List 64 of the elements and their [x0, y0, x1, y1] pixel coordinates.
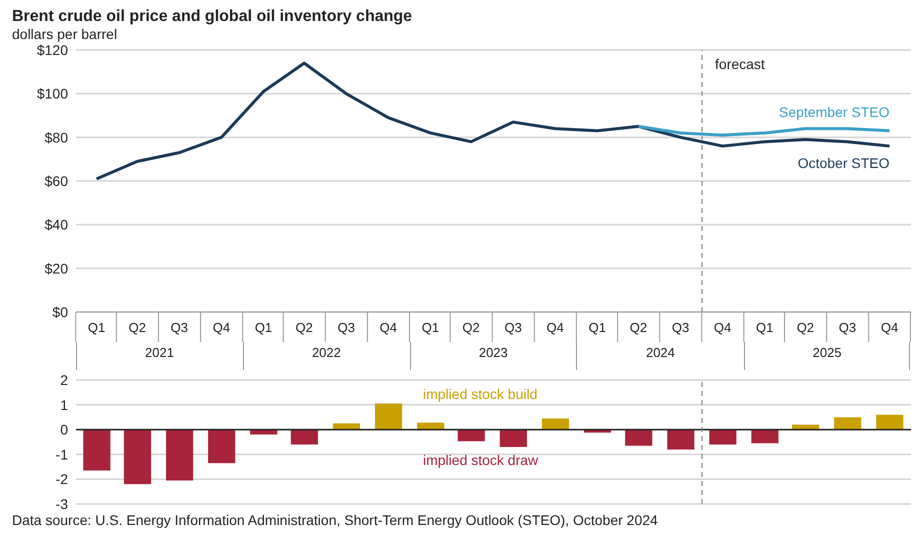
- x-tick-label: Q4: [714, 320, 732, 335]
- x-tick-label: Q2: [128, 320, 146, 335]
- bar: [709, 430, 736, 444]
- bar: [208, 430, 236, 464]
- x-tick-label: Q1: [254, 320, 272, 335]
- text: 2022: [242, 342, 410, 370]
- x-tick-label: Q2: [796, 320, 814, 335]
- y-tick-label: $80: [44, 129, 68, 146]
- x-tick-label: Q3: [672, 320, 690, 335]
- x-tick-label: Q4: [212, 320, 230, 335]
- x-tick-label: Q2: [296, 320, 313, 335]
- x-tick-label: Q4: [380, 320, 397, 335]
- y-tick-label: -2: [56, 471, 68, 488]
- text: 2021: [76, 342, 242, 370]
- text: 2024: [576, 342, 744, 370]
- bar: [667, 430, 694, 450]
- bar: [417, 422, 444, 430]
- bar: [792, 424, 820, 430]
- y-tick-label: -1: [56, 446, 68, 462]
- bar: [625, 430, 652, 446]
- bar: [290, 430, 318, 444]
- x-tick-label: Q3: [838, 320, 856, 335]
- annotation: implied stock draw: [423, 452, 538, 468]
- series-label: October STEO: [798, 155, 890, 172]
- y-axis-title: dollars per barrel: [12, 26, 118, 42]
- text: 2025: [744, 342, 910, 370]
- y-tick-label: $20: [44, 260, 68, 276]
- annotation: implied stock build: [423, 386, 538, 402]
- text: 2023: [410, 342, 576, 370]
- chart-title: Brent crude oil price and global oil inventory change: [12, 8, 414, 26]
- bar: [458, 430, 485, 442]
- y-tick-label: $120: [36, 42, 68, 58]
- source-note: Data source: U.S. Energy Information Administration, Short-Term Energy Outlook (STEO), October 2024: [12, 512, 659, 528]
- x-tick-label: Q3: [338, 320, 355, 335]
- bar: [542, 418, 570, 430]
- y-tick-label: 2: [60, 372, 68, 388]
- bar: [876, 414, 904, 430]
- y-tick-label: $60: [44, 172, 68, 189]
- y-tick-label: $0: [52, 304, 68, 320]
- line-series: [636, 124, 892, 137]
- x-tick-label: Q4: [880, 320, 898, 335]
- bar: [124, 430, 152, 484]
- bar: [500, 430, 527, 447]
- y-tick-label: 1: [60, 396, 68, 413]
- bar: [166, 430, 194, 480]
- y-tick-label: -3: [56, 496, 68, 512]
- bar: [751, 430, 778, 444]
- x-tick-label: Q1: [422, 320, 440, 335]
- series-label: September STEO: [779, 104, 890, 120]
- x-tick-label: Q2: [462, 320, 480, 335]
- y-tick-label: $100: [36, 86, 68, 102]
- x-tick-label: Q3: [170, 320, 188, 335]
- bar: [83, 430, 110, 471]
- y-tick-label: $40: [44, 216, 68, 233]
- ref-line-label: forecast: [715, 56, 765, 72]
- y-tick-label: 0: [60, 422, 68, 438]
- x-tick-label: Q1: [88, 320, 106, 335]
- bar: [834, 417, 862, 430]
- x-tick-label: Q1: [756, 320, 774, 335]
- x-tick-label: Q2: [630, 320, 648, 335]
- bar: [374, 404, 402, 430]
- x-tick-label: Q3: [504, 320, 522, 335]
- x-tick-label: Q1: [588, 320, 606, 335]
- x-tick-label: Q4: [546, 320, 564, 335]
